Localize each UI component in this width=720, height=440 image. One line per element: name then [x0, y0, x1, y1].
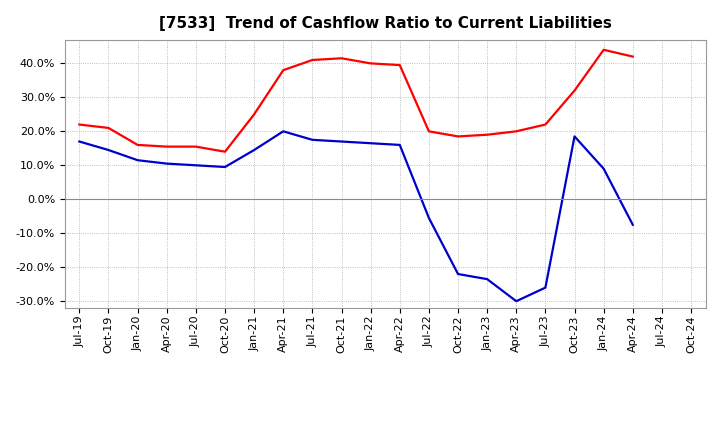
Operating CF to Current Liabilities	[192, 144, 200, 149]
Free CF to Current Liabilities	[570, 134, 579, 139]
Free CF to Current Liabilities	[192, 163, 200, 168]
Free CF to Current Liabilities	[541, 285, 550, 290]
Operating CF to Current Liabilities	[279, 67, 287, 73]
Free CF to Current Liabilities	[629, 222, 637, 227]
Operating CF to Current Liabilities	[425, 128, 433, 134]
Free CF to Current Liabilities	[599, 166, 608, 171]
Free CF to Current Liabilities	[104, 147, 113, 153]
Operating CF to Current Liabilities	[483, 132, 492, 137]
Operating CF to Current Liabilities	[395, 62, 404, 68]
Operating CF to Current Liabilities	[133, 142, 142, 147]
Operating CF to Current Liabilities	[454, 134, 462, 139]
Operating CF to Current Liabilities	[512, 128, 521, 134]
Free CF to Current Liabilities	[425, 215, 433, 220]
Operating CF to Current Liabilities	[308, 57, 317, 62]
Free CF to Current Liabilities	[279, 128, 287, 134]
Free CF to Current Liabilities	[220, 165, 229, 170]
Free CF to Current Liabilities	[395, 142, 404, 147]
Line: Free CF to Current Liabilities: Free CF to Current Liabilities	[79, 131, 633, 301]
Free CF to Current Liabilities	[308, 137, 317, 143]
Operating CF to Current Liabilities	[250, 112, 258, 117]
Free CF to Current Liabilities	[454, 271, 462, 277]
Operating CF to Current Liabilities	[570, 88, 579, 93]
Operating CF to Current Liabilities	[75, 122, 84, 127]
Free CF to Current Liabilities	[250, 147, 258, 153]
Title: [7533]  Trend of Cashflow Ratio to Current Liabilities: [7533] Trend of Cashflow Ratio to Curren…	[159, 16, 611, 32]
Free CF to Current Liabilities	[75, 139, 84, 144]
Operating CF to Current Liabilities	[163, 144, 171, 149]
Free CF to Current Liabilities	[483, 276, 492, 282]
Operating CF to Current Liabilities	[104, 125, 113, 131]
Operating CF to Current Liabilities	[599, 47, 608, 52]
Operating CF to Current Liabilities	[337, 55, 346, 61]
Operating CF to Current Liabilities	[366, 61, 375, 66]
Free CF to Current Liabilities	[512, 299, 521, 304]
Line: Operating CF to Current Liabilities: Operating CF to Current Liabilities	[79, 50, 633, 152]
Operating CF to Current Liabilities	[629, 54, 637, 59]
Operating CF to Current Liabilities	[541, 122, 550, 127]
Free CF to Current Liabilities	[366, 141, 375, 146]
Free CF to Current Liabilities	[163, 161, 171, 166]
Operating CF to Current Liabilities	[220, 149, 229, 154]
Free CF to Current Liabilities	[133, 158, 142, 163]
Free CF to Current Liabilities	[337, 139, 346, 144]
